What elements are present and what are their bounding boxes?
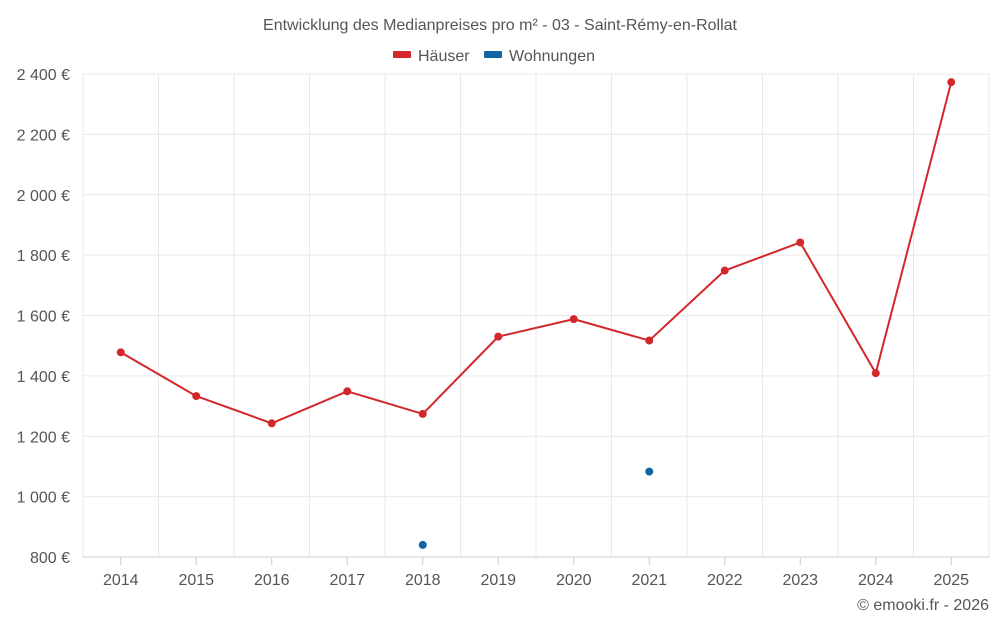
x-tick-label: 2017	[329, 572, 365, 589]
credit-text: © emooki.fr - 2026	[857, 597, 989, 614]
data-point-houses-2025[interactable]	[947, 78, 956, 87]
y-tick-label: 1 200 €	[17, 429, 70, 446]
chart-title: Entwicklung des Medianpreises pro m² - 0…	[263, 17, 738, 34]
legend-item-apartments[interactable]: Wohnungen	[484, 48, 595, 65]
x-tick-label: 2023	[782, 572, 818, 589]
y-tick-label: 800 €	[30, 550, 70, 567]
data-point-houses-2014[interactable]	[116, 348, 125, 357]
legend-swatch-apartments	[484, 51, 502, 58]
x-axis: 2014 2015 2016 2017 2018 2019 2020 2021 2022 2023…	[83, 556, 989, 589]
legend-item-houses[interactable]: Häuser	[393, 48, 470, 65]
y-tick-label: 2 200 €	[17, 127, 70, 144]
y-tick-label: 2 400 €	[17, 67, 70, 84]
legend-label-apartments: Wohnungen	[509, 48, 595, 65]
data-point-apartments-2021[interactable]	[645, 467, 654, 476]
data-point-houses-2020[interactable]	[569, 315, 578, 324]
x-tick-label: 2018	[405, 572, 441, 589]
x-tick-label: 2024	[858, 572, 894, 589]
data-point-houses-2023[interactable]	[796, 238, 805, 247]
legend-swatch-houses	[393, 51, 411, 58]
x-tick-label: 2015	[178, 572, 214, 589]
y-tick-label: 1 000 €	[17, 490, 70, 507]
data-point-houses-2017[interactable]	[343, 387, 352, 396]
data-point-houses-2016[interactable]	[267, 419, 276, 428]
y-tick-label: 2 000 €	[17, 188, 70, 205]
data-point-houses-2022[interactable]	[720, 266, 729, 275]
legend-label-houses: Häuser	[418, 48, 470, 65]
x-tick-label: 2019	[480, 572, 516, 589]
series	[116, 78, 956, 549]
x-tick-label: 2016	[254, 572, 290, 589]
x-tick-label: 2021	[631, 572, 667, 589]
y-tick-label: 1 400 €	[17, 369, 70, 386]
data-point-houses-2019[interactable]	[494, 332, 503, 341]
series-line-houses	[120, 81, 953, 425]
y-tick-label: 1 600 €	[17, 309, 70, 326]
y-axis: 800 € 1 000 € 1 200 € 1 400 € 1 600 € 1 800 €…	[17, 67, 70, 567]
x-tick-label: 2025	[933, 572, 969, 589]
data-point-houses-2015[interactable]	[192, 392, 201, 401]
data-point-houses-2018[interactable]	[418, 409, 427, 418]
legend: Häuser Wohnungen	[393, 48, 595, 65]
x-tick-label: 2014	[103, 572, 139, 589]
data-point-houses-2024[interactable]	[871, 369, 880, 378]
data-point-houses-2021[interactable]	[645, 336, 654, 345]
gridlines	[82, 73, 990, 557]
data-point-apartments-2018[interactable]	[418, 540, 427, 549]
x-tick-label: 2020	[556, 572, 592, 589]
y-tick-label: 1 800 €	[17, 248, 70, 265]
x-tick-label: 2022	[707, 572, 743, 589]
